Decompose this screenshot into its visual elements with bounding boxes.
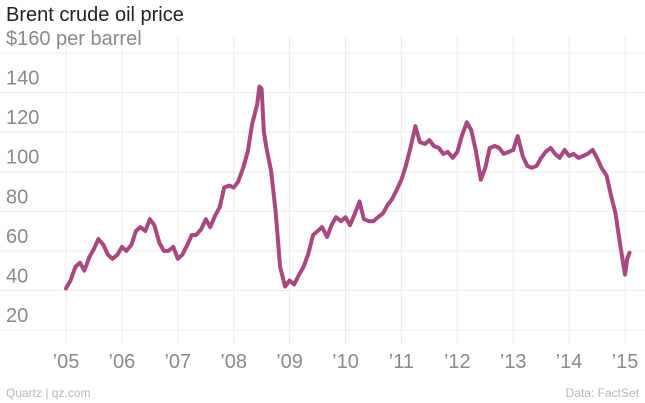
y-tick-label: 80 bbox=[6, 186, 28, 208]
x-tick-label: ’07 bbox=[164, 351, 191, 373]
x-tick-label: ’09 bbox=[276, 351, 303, 373]
grid-layer bbox=[0, 36, 645, 344]
x-tick-label: ’06 bbox=[109, 351, 136, 373]
series-line-brent bbox=[64, 84, 632, 291]
y-tick-label: 100 bbox=[6, 147, 39, 169]
x-tick-label: ’05 bbox=[53, 351, 80, 373]
x-tick-label: ’13 bbox=[500, 351, 527, 373]
y-tick-label: 20 bbox=[6, 305, 28, 327]
x-tick-label: ’15 bbox=[612, 351, 639, 373]
y-axis-ticks: $160 per barrel 140 120 100 80 60 40 20 bbox=[6, 28, 142, 327]
x-tick-label: ’08 bbox=[220, 351, 247, 373]
x-tick-label: ’11 bbox=[389, 351, 414, 373]
footer-source-left: Quartz | qz.com bbox=[6, 386, 91, 400]
x-tick-label: ’10 bbox=[332, 351, 359, 373]
y-tick-label: 40 bbox=[6, 265, 28, 287]
x-tick-label: ’12 bbox=[444, 351, 471, 373]
y-tick-label: $160 per barrel bbox=[6, 28, 142, 50]
y-tick-label: 120 bbox=[6, 107, 39, 129]
y-tick-label: 140 bbox=[6, 68, 39, 90]
y-tick-label: 60 bbox=[6, 226, 28, 248]
footer-source-right: Data: FactSet bbox=[565, 386, 639, 400]
x-axis-ticks: ’05 ’06 ’07 ’08 ’09 ’10 ’11 ’12 ’13 ’14 ’15 bbox=[53, 351, 639, 373]
x-tick-label: ’14 bbox=[556, 351, 583, 373]
chart-title: Brent crude oil price bbox=[6, 4, 184, 26]
series-layer bbox=[64, 84, 632, 291]
